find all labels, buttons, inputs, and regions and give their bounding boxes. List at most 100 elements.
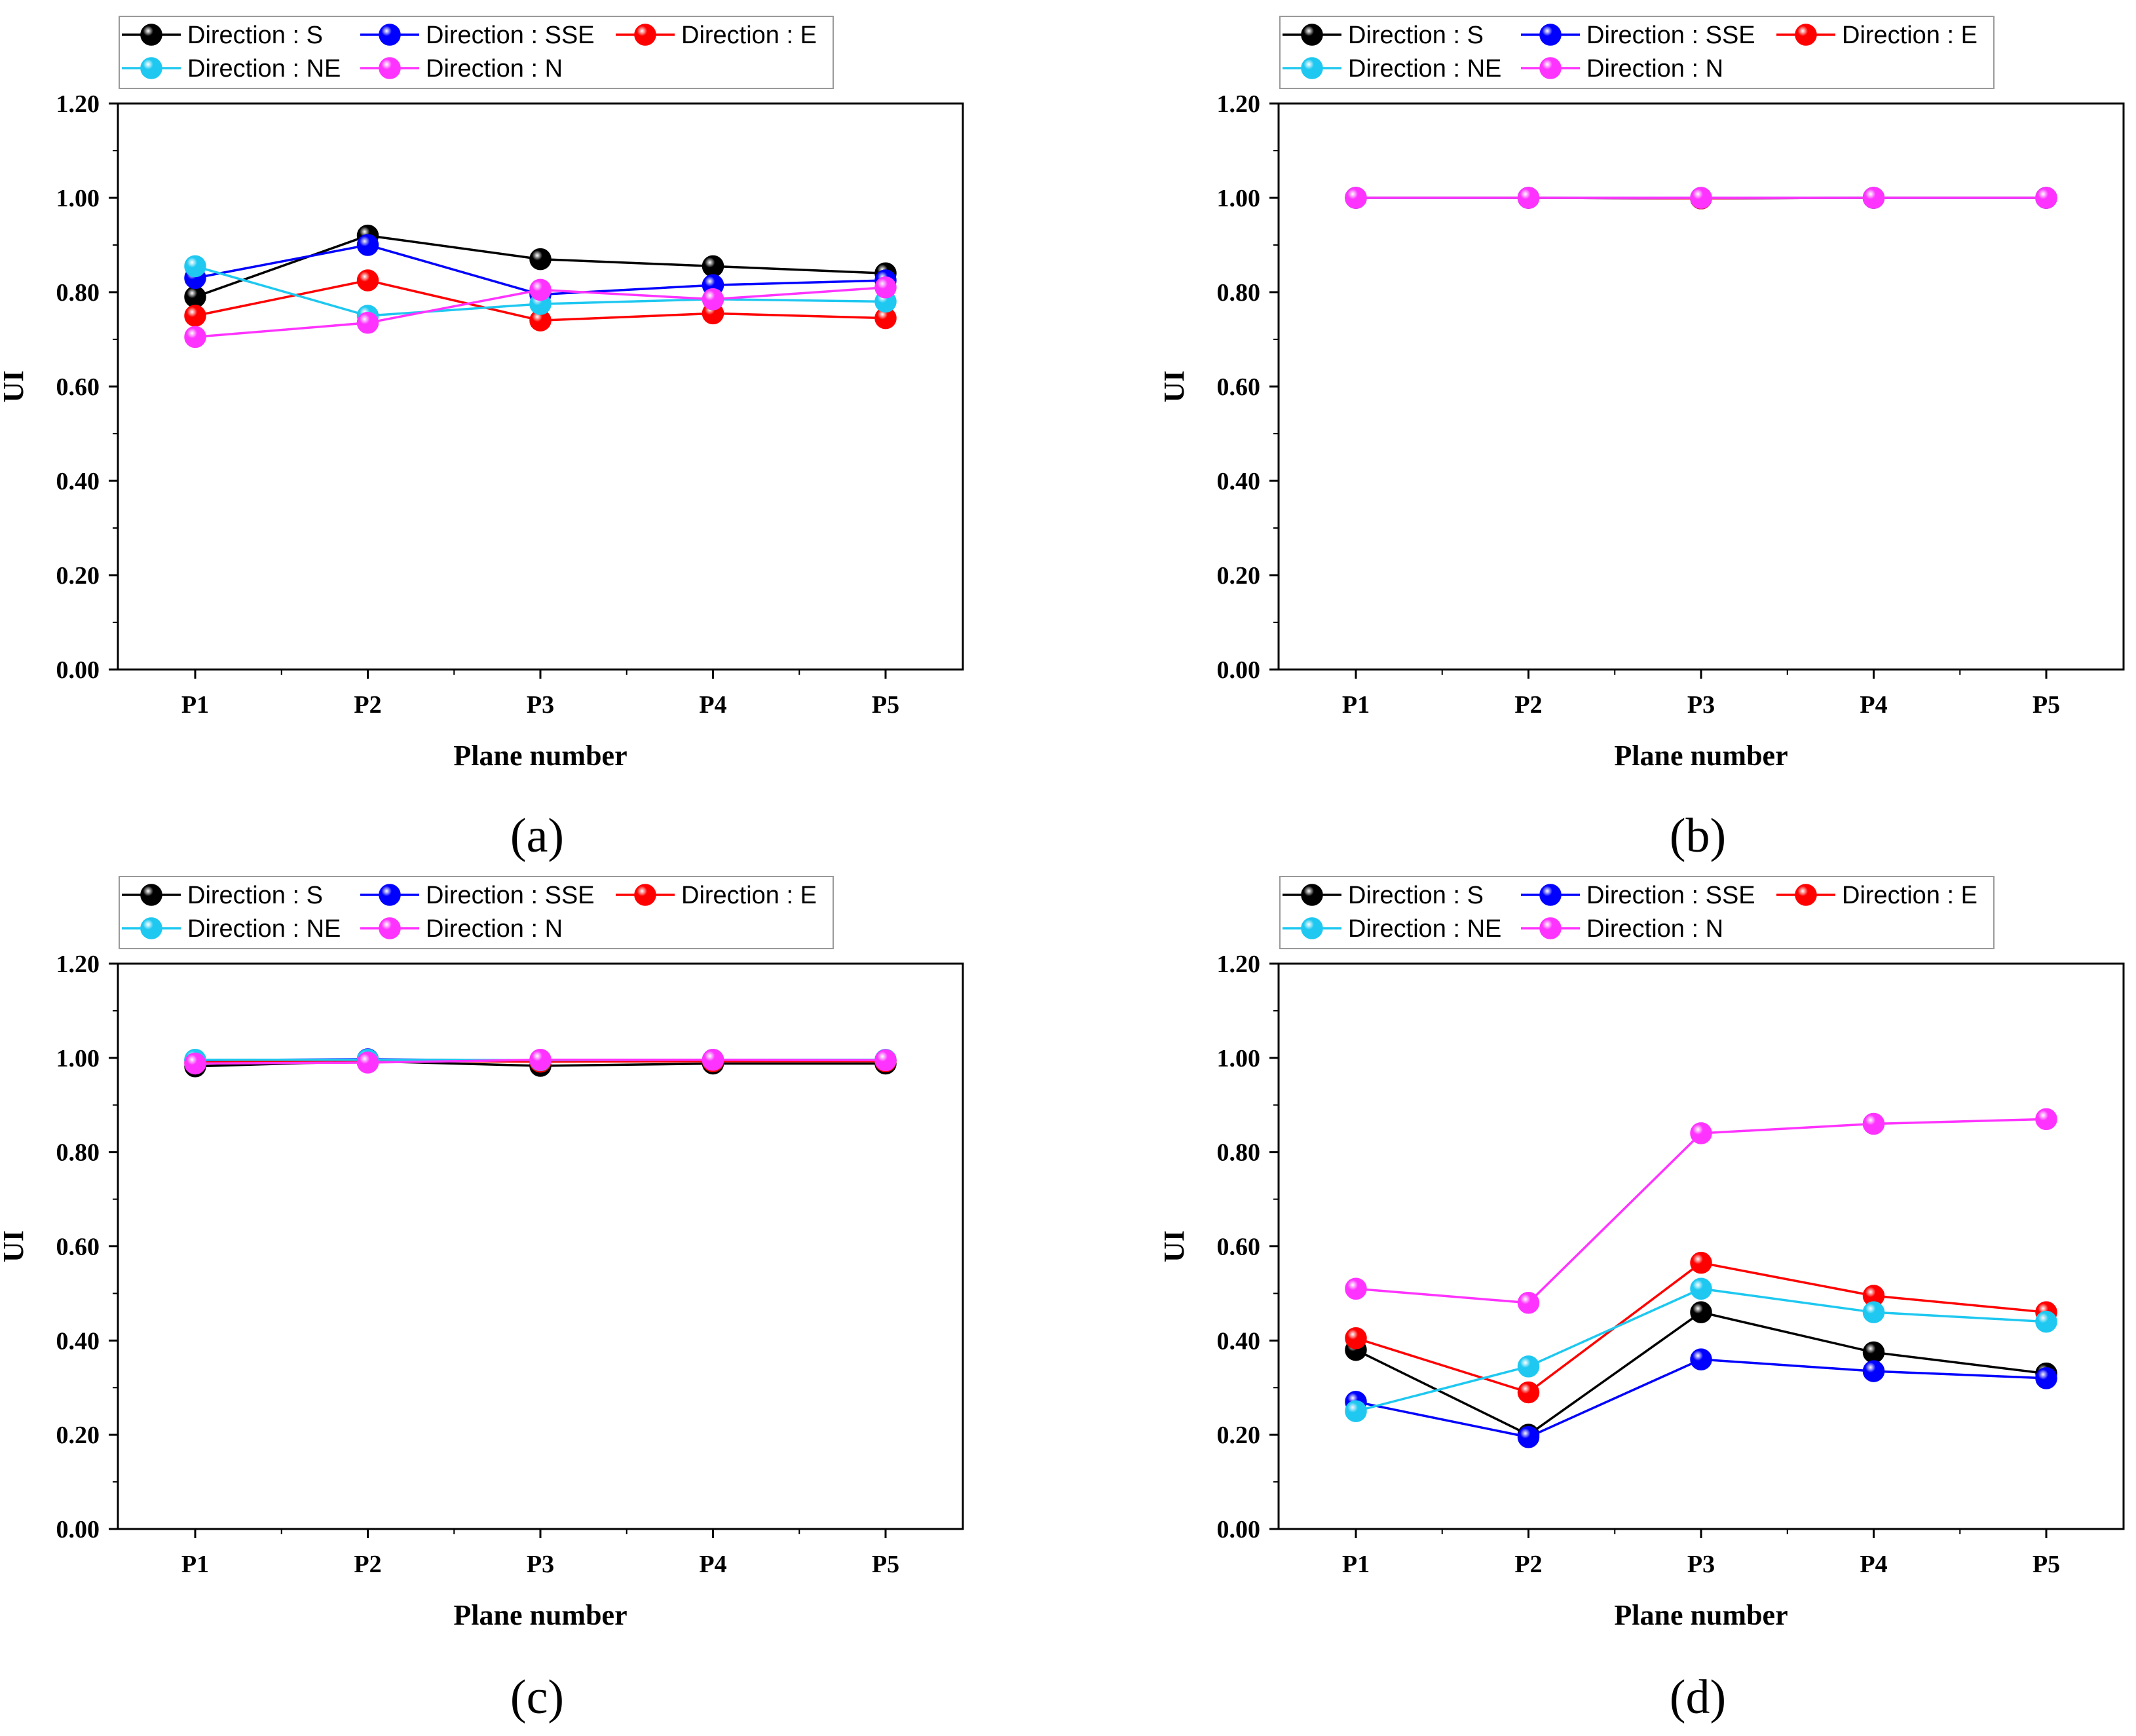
legend-entry: Direction : E: [1776, 882, 1977, 909]
x-tick-label: P1: [181, 1551, 209, 1578]
x-tick-label: P5: [872, 1551, 899, 1578]
y-tick-label: 0.00: [56, 656, 100, 684]
x-tick-label: P5: [2033, 1551, 2060, 1578]
data-point: [2035, 1310, 2057, 1333]
x-tick-label: P2: [354, 691, 381, 719]
legend-box: [119, 876, 834, 949]
legend-marker: [1301, 884, 1323, 906]
x-tick-label: P3: [1687, 691, 1715, 719]
legend-entry: Direction : NE: [1283, 915, 1501, 943]
legend-marker: [1795, 884, 1817, 906]
series-direction-ne: [1345, 1277, 2057, 1422]
data-point: [356, 234, 379, 256]
legend-label: Direction : S: [1348, 22, 1484, 49]
legend-marker: [1539, 57, 1562, 79]
y-tick-label: 0.40: [56, 1327, 100, 1355]
data-point: [1345, 1400, 1367, 1422]
legend: Direction : S Direction : SSE Direction : …: [119, 16, 834, 89]
legend-label: Direction : N: [1586, 55, 1723, 83]
legend-box: [1279, 16, 1995, 89]
legend-marker: [379, 917, 401, 939]
legend-label: Direction : NE: [187, 915, 341, 943]
legend-label: Direction : N: [426, 55, 563, 83]
legend-marker: [1539, 24, 1562, 46]
data-point: [2035, 1108, 2057, 1131]
legend-label: Direction : SSE: [426, 22, 595, 49]
legend-label: Direction : NE: [187, 55, 341, 83]
y-tick-label: 0.20: [56, 562, 100, 590]
x-axis-title: Plane number: [1614, 1599, 1788, 1631]
legend-marker: [634, 884, 656, 906]
series-direction-sse: [1345, 1348, 2057, 1448]
y-tick-label: 0.00: [56, 1516, 100, 1543]
x-tick-label: P4: [699, 1551, 726, 1578]
x-tick-label: P4: [1860, 1551, 1887, 1578]
data-point: [1862, 1301, 1885, 1323]
legend-entry: Direction : E: [1776, 22, 1977, 49]
y-tick-label: 0.40: [56, 468, 100, 495]
legend-marker: [1795, 24, 1817, 46]
y-tick-label: 0.00: [1217, 1516, 1261, 1543]
y-axis-title: UI: [0, 371, 29, 403]
plot-frame: [117, 962, 964, 1530]
x-tick-label: P1: [181, 691, 209, 719]
legend-box: [1279, 876, 1995, 949]
y-tick-label: 1.00: [56, 185, 100, 212]
legend-label: Direction : SSE: [426, 882, 595, 909]
x-tick-label: P1: [1342, 691, 1370, 719]
series-direction-e: [1345, 1251, 2057, 1404]
legend-label: Direction : SSE: [1586, 22, 1755, 49]
x-tick-label: P4: [1860, 691, 1887, 719]
legend-marker: [379, 57, 401, 79]
y-tick-label: 1.20: [1217, 90, 1261, 118]
data-point: [529, 1048, 552, 1071]
data-point: [529, 248, 552, 271]
legend-entry: Direction : SSE: [360, 22, 595, 49]
data-point: [1690, 1277, 1712, 1300]
chart-c: 0.00 0.20 0.40 0.60 0.80 1.00 1.20 P1 P2 P3 P4 P5 Pl…: [0, 876, 964, 1724]
legend-entry: Direction : SSE: [360, 882, 595, 909]
data-point: [1345, 187, 1367, 209]
panel-label: (d): [1670, 1670, 1726, 1724]
data-point: [356, 312, 379, 334]
series-line: [1355, 1118, 2047, 1304]
data-point: [1862, 1112, 1885, 1135]
legend-marker: [140, 57, 162, 79]
y-axis-title: UI: [1158, 1230, 1190, 1262]
legend-entry: Direction : SSE: [1521, 22, 1755, 49]
legend-entry: Direction : N: [360, 915, 563, 943]
y-tick-label: 0.20: [1217, 562, 1261, 590]
data-point: [1690, 1301, 1712, 1323]
legend-marker: [1301, 917, 1323, 939]
data-point: [184, 255, 206, 278]
legend-marker: [634, 24, 656, 46]
y-tick-label: 0.60: [1217, 373, 1261, 401]
legend-marker: [140, 884, 162, 906]
data-point: [1345, 1277, 1367, 1300]
legend-entry: Direction : S: [1283, 882, 1484, 909]
legend-entry: Direction : S: [122, 22, 323, 49]
y-axis-title: UI: [1158, 371, 1190, 403]
y-tick-label: 0.00: [1217, 656, 1261, 684]
y-tick-label: 0.80: [56, 1139, 100, 1167]
legend-label: Direction : E: [1842, 22, 1977, 49]
legend-marker: [1539, 884, 1562, 906]
y-tick-label: 1.00: [56, 1045, 100, 1072]
x-tick-label: P5: [2033, 691, 2060, 719]
data-point: [1862, 1360, 1885, 1382]
series-direction-n: [1345, 187, 2057, 209]
series-direction-n: [184, 1048, 897, 1075]
legend-entry: Direction : NE: [122, 915, 341, 943]
data-point: [1690, 187, 1712, 209]
x-tick-label: P3: [527, 691, 554, 719]
y-tick-label: 1.20: [1217, 951, 1261, 978]
y-tick-label: 1.00: [1217, 185, 1261, 212]
data-point: [184, 286, 206, 308]
legend-entry: Direction : SSE: [1521, 882, 1755, 909]
legend-marker: [379, 884, 401, 906]
legend-label: Direction : SSE: [1586, 882, 1755, 909]
legend-entry: Direction : N: [360, 55, 563, 83]
legend-entry: Direction : NE: [122, 55, 341, 83]
data-point: [702, 288, 724, 311]
legend-label: Direction : N: [426, 915, 563, 943]
